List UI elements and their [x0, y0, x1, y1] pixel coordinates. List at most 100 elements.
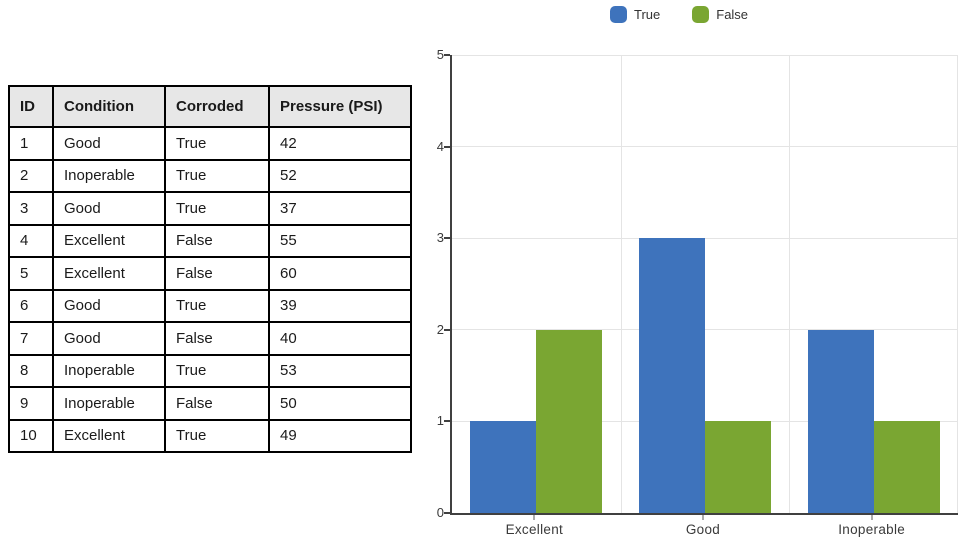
gridline-horizontal	[452, 146, 958, 148]
table-cell: True	[164, 288, 270, 323]
table-cell: False	[164, 386, 270, 421]
gridline-horizontal	[452, 237, 958, 239]
column-header: Corroded	[164, 85, 270, 128]
table-cell: Good	[52, 126, 166, 161]
x-axis-tick-mark	[702, 515, 704, 520]
y-axis-tick-label: 0	[436, 505, 444, 520]
table-cell: Good	[52, 321, 166, 356]
legend-item-true: True	[610, 6, 660, 23]
legend-swatch-true	[610, 6, 627, 23]
gridline-vertical	[789, 55, 791, 513]
table-cell: 40	[268, 321, 412, 356]
y-axis-tick-label: 4	[436, 138, 444, 154]
table-cell: 9	[8, 386, 54, 421]
table-cell: Good	[52, 288, 166, 323]
column-header: Pressure (PSI)	[268, 85, 412, 128]
x-axis-category-label: Excellent	[505, 522, 564, 537]
table-row: 1 Good True 42	[8, 126, 412, 161]
table-row: 3 Good True 37	[8, 191, 412, 226]
legend-item-false: False	[692, 6, 748, 23]
y-axis-tick-mark	[444, 420, 450, 423]
table-cell: 5	[8, 256, 54, 291]
y-axis-tick-label: 2	[436, 321, 444, 337]
table-cell: Excellent	[52, 418, 166, 453]
table-row: 6 Good True 39	[8, 288, 412, 323]
x-axis-tick-mark	[533, 515, 536, 520]
table-cell: False	[164, 223, 270, 258]
table-header: ID Condition Corroded Pressure (PSI)	[8, 85, 412, 128]
y-axis-tick-label: 3	[436, 230, 444, 246]
y-axis-tick-mark	[444, 54, 450, 56]
table-header-row: ID Condition Corroded Pressure (PSI)	[8, 85, 412, 128]
y-axis-tick-label: 1	[436, 413, 444, 429]
table-cell: 3	[8, 191, 54, 226]
table-cell: 52	[268, 158, 412, 193]
bar-false-inoperable	[873, 421, 940, 513]
grouped-bar-chart: True False 0 1 2 3 4 5 Excellent Good Inoperable	[420, 0, 967, 540]
y-axis-tick-mark	[444, 237, 450, 240]
table-row: 4 Excellent False 55	[8, 223, 412, 258]
table-row: 2 Inoperable True 52	[8, 158, 412, 193]
y-axis-tick-label: 5	[436, 47, 444, 62]
table-cell: True	[164, 126, 270, 161]
table-cell: True	[164, 418, 270, 453]
x-axis-category-label: Inoperable	[838, 522, 906, 537]
table-row: 8 Inoperable True 53	[8, 353, 412, 388]
gridline-horizontal	[452, 329, 958, 331]
table-cell: False	[164, 256, 270, 291]
table-cell: 4	[8, 223, 54, 258]
x-axis-tick-mark	[870, 515, 873, 520]
y-axis-tick-mark	[444, 145, 450, 148]
table-body: 1 Good True 42 2 Inoperable True 52 3 Good True 37 4…	[8, 126, 412, 453]
table-cell: Excellent	[52, 223, 166, 258]
table-cell: 1	[8, 126, 54, 161]
table-cell: True	[164, 353, 270, 388]
table-cell: False	[164, 321, 270, 356]
table-cell: 8	[8, 353, 54, 388]
legend-label: False	[716, 7, 749, 22]
table-cell: Inoperable	[52, 158, 166, 193]
chart-legend: True False	[610, 6, 748, 23]
gridline-horizontal	[452, 420, 958, 422]
plot-area	[450, 55, 958, 515]
gridline-vertical	[957, 55, 958, 513]
table-cell: 10	[8, 418, 54, 453]
bar-true-inoperable	[807, 329, 874, 513]
table-cell: Inoperable	[52, 353, 166, 388]
table-row: 10 Excellent True 49	[8, 418, 412, 453]
table-row: 5 Excellent False 60	[8, 256, 412, 291]
x-axis-category-label: Good	[685, 522, 721, 537]
table-cell: 6	[8, 288, 54, 323]
table-cell: Excellent	[52, 256, 166, 291]
table-cell: 37	[268, 191, 412, 226]
pressure-data-table: ID Condition Corroded Pressure (PSI) 1 Good T…	[8, 85, 412, 453]
bar-false-good	[705, 421, 771, 513]
table-cell: 50	[268, 386, 412, 421]
gridline-vertical	[620, 55, 622, 513]
gridline-horizontal	[452, 55, 958, 56]
column-header: Condition	[52, 85, 166, 128]
legend-swatch-false	[692, 6, 710, 23]
table-cell: True	[164, 158, 270, 193]
table-cell: 55	[268, 223, 412, 258]
y-axis-tick-mark	[444, 512, 450, 514]
legend-label: True	[634, 7, 661, 22]
table-row: 9 Inoperable False 50	[8, 386, 412, 421]
column-header: ID	[8, 85, 54, 128]
table-cell: 7	[8, 321, 54, 356]
table-cell: Inoperable	[52, 386, 166, 421]
table-cell: 49	[268, 418, 412, 453]
table-cell: 2	[8, 158, 54, 193]
table-cell: 53	[268, 353, 412, 388]
table-cell: 42	[268, 126, 412, 161]
table-cell: 39	[268, 288, 412, 323]
table-row: 7 Good False 40	[8, 321, 412, 356]
bar-true-good	[639, 238, 705, 513]
table-cell: True	[164, 191, 270, 226]
y-axis-tick-mark	[444, 328, 450, 331]
table-cell: Good	[52, 191, 166, 226]
bar-true-excellent	[470, 421, 537, 513]
table-cell: 60	[268, 256, 412, 291]
bar-false-excellent	[536, 329, 603, 513]
